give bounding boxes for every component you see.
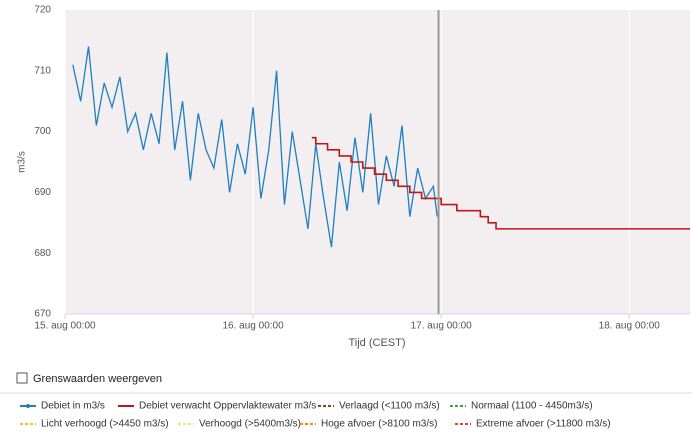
y-tick-label: 690	[34, 187, 51, 198]
y-tick-label: 670	[34, 309, 51, 320]
legend-label[interactable]: Normaal (1100 - 4450m3/s)	[471, 401, 593, 412]
x-tick-label: 17. aug 00:00	[411, 321, 473, 332]
legend-label[interactable]: Hoge afvoer (>8100 m3/s)	[321, 419, 437, 430]
legend-label[interactable]: Licht verhoogd (>4450 m3/s)	[41, 419, 169, 430]
legend-label[interactable]: Verlaagd (<1100 m3/s)	[339, 401, 440, 412]
series-line	[72, 46, 438, 248]
legend-label[interactable]: Extreme afvoer (>11800 m3/s)	[476, 419, 611, 430]
y-tick-label: 720	[34, 5, 51, 16]
y-tick-label: 710	[34, 65, 51, 76]
y-tick-label: 700	[34, 126, 51, 137]
x-tick-label: 18. aug 00:00	[599, 321, 661, 332]
checkbox[interactable]	[16, 372, 28, 384]
x-axis-title: Tijd (CEST)	[348, 337, 405, 349]
legend-label[interactable]: Verhoogd (>5400m3/s)	[199, 419, 301, 430]
checkbox-label[interactable]: Grenswaarden weergeven	[33, 373, 162, 385]
legend-label[interactable]: Debiet in m3/s	[41, 401, 105, 412]
series-line	[311, 136, 690, 230]
x-tick-label: 15. aug 00:00	[34, 321, 96, 332]
y-axis-title: m3/s	[17, 151, 28, 173]
x-tick-label: 16. aug 00:00	[223, 321, 285, 332]
plot-area	[65, 10, 690, 314]
legend-label[interactable]: Debiet verwacht Oppervlaktewater m3/s	[139, 401, 316, 412]
legend-marker[interactable]	[26, 404, 30, 408]
y-tick-label: 680	[34, 248, 51, 259]
